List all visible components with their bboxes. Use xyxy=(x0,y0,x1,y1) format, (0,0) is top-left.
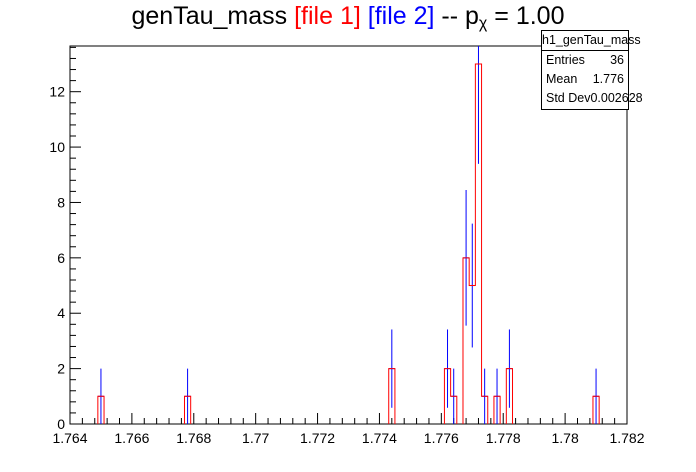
stats-label: Std Dev xyxy=(546,91,591,105)
x-tick-label: 1.772 xyxy=(300,430,335,446)
x-tick-label: 1.764 xyxy=(52,430,87,446)
stats-label: Mean xyxy=(546,72,578,86)
y-tick-label: 0 xyxy=(57,416,65,432)
y-tick-label: 12 xyxy=(49,84,65,100)
stats-name: h1_genTau_mass xyxy=(542,31,641,51)
title-file1: [file 1] xyxy=(294,2,361,30)
plot-frame xyxy=(69,45,628,425)
stats-value: 1.776 xyxy=(592,72,624,86)
title-main: genTau_mass xyxy=(131,2,295,30)
x-tick-label: 1.77 xyxy=(242,430,269,446)
y-tick-label: 10 xyxy=(49,139,65,155)
x-tick-label: 1.782 xyxy=(609,430,644,446)
y-tick-label: 8 xyxy=(57,194,65,210)
x-tick-label: 1.776 xyxy=(424,430,459,446)
title-suffix: -- p xyxy=(434,2,479,30)
x-tick-label: 1.768 xyxy=(176,430,211,446)
y-tick-label: 2 xyxy=(57,361,65,377)
title-file2: [file 2] xyxy=(367,2,435,30)
title-value: = 1.00 xyxy=(487,2,565,30)
stats-row-entries: Entries 36 xyxy=(542,51,628,70)
x-tick-label: 1.766 xyxy=(114,430,149,446)
x-tick-label: 1.774 xyxy=(362,430,397,446)
y-tick-label: 4 xyxy=(57,305,65,321)
chart-title: genTau_mass [file 1] [file 2] -- pχ = 1.… xyxy=(0,2,696,32)
x-tick-label: 1.78 xyxy=(551,430,578,446)
stats-value: 36 xyxy=(610,53,624,67)
stats-box: h1_genTau_mass Entries 36 Mean 1.776 Std… xyxy=(541,30,643,110)
stats-row-stddev: Std Dev 0.002628 xyxy=(542,89,643,108)
stats-row-mean: Mean 1.776 xyxy=(542,70,628,89)
y-tick-label: 6 xyxy=(57,250,65,266)
file1-histogram xyxy=(97,63,600,424)
stats-value: 0.002628 xyxy=(590,91,643,105)
x-tick-label: 1.778 xyxy=(486,430,521,446)
stats-label: Entries xyxy=(546,53,585,67)
title-subscript: χ xyxy=(478,15,488,32)
